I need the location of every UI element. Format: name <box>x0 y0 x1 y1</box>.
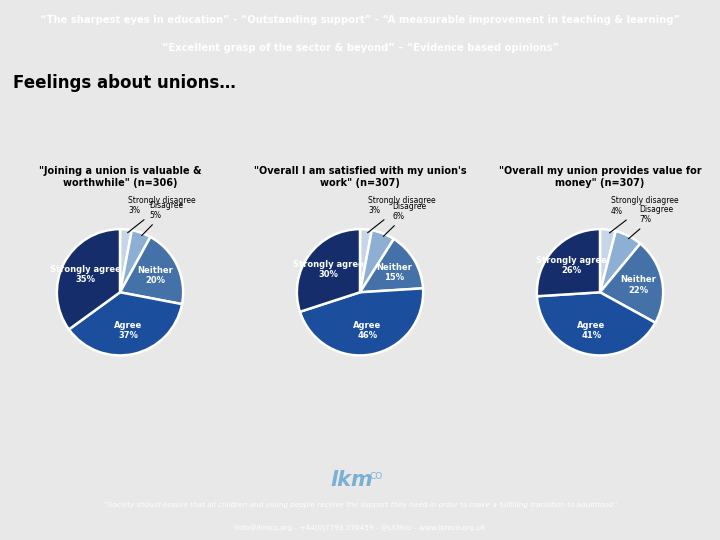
Text: Neither
20%: Neither 20% <box>138 266 174 285</box>
Wedge shape <box>600 229 616 292</box>
Wedge shape <box>537 229 600 296</box>
Text: Strongly agree
35%: Strongly agree 35% <box>50 265 120 284</box>
Text: “Excellent grasp of the sector & beyond” – “Evidence based opinions”: “Excellent grasp of the sector & beyond”… <box>161 43 559 53</box>
Text: Strongly agree
30%: Strongly agree 30% <box>293 260 364 279</box>
Wedge shape <box>360 229 372 292</box>
Text: Strongly disagree
3%: Strongly disagree 3% <box>368 196 436 233</box>
Wedge shape <box>600 231 640 292</box>
Text: Disagree
5%: Disagree 5% <box>142 200 184 235</box>
Title: "Overall I am satisfied with my union's
work" (n=307): "Overall I am satisfied with my union's … <box>253 166 467 188</box>
Text: “Society should ensure that all children and young people receive the support th: “Society should ensure that all children… <box>104 502 616 508</box>
Wedge shape <box>537 292 655 355</box>
Text: lkm: lkm <box>330 470 373 490</box>
Wedge shape <box>300 288 423 355</box>
Text: Strongly disagree
3%: Strongly disagree 3% <box>127 196 196 233</box>
Wedge shape <box>360 239 423 292</box>
Title: "Overall my union provides value for
money" (n=307): "Overall my union provides value for mon… <box>499 166 701 188</box>
Title: "Joining a union is valuable &
worthwhile" (n=306): "Joining a union is valuable & worthwhil… <box>39 166 202 188</box>
Text: Disagree
6%: Disagree 6% <box>383 201 426 237</box>
Wedge shape <box>69 292 182 355</box>
Text: Strongly disagree
4%: Strongly disagree 4% <box>610 196 678 233</box>
Text: Neither
22%: Neither 22% <box>621 275 657 295</box>
Text: Neither
15%: Neither 15% <box>376 262 412 282</box>
Text: linfo@lkmco.org - +44(0)7793 370459 - @LKMco – www.lkmco.org.uk: linfo@lkmco.org - +44(0)7793 370459 - @L… <box>234 525 486 532</box>
Text: Strongly agree
26%: Strongly agree 26% <box>536 256 607 275</box>
Text: “The sharpest eyes in education” - “Outstanding support” - “A measurable improve: “The sharpest eyes in education” - “Outs… <box>40 15 680 25</box>
Wedge shape <box>120 230 150 292</box>
Text: CO: CO <box>369 472 382 481</box>
Wedge shape <box>120 229 132 292</box>
Wedge shape <box>360 230 394 292</box>
Wedge shape <box>297 229 360 312</box>
Wedge shape <box>120 237 183 304</box>
Wedge shape <box>600 244 663 323</box>
Text: Agree
46%: Agree 46% <box>354 321 382 340</box>
Text: Agree
37%: Agree 37% <box>114 321 143 340</box>
Text: Feelings about unions…: Feelings about unions… <box>13 74 236 92</box>
Wedge shape <box>57 229 120 329</box>
Text: Disagree
7%: Disagree 7% <box>629 205 674 239</box>
Text: Agree
41%: Agree 41% <box>577 321 606 340</box>
